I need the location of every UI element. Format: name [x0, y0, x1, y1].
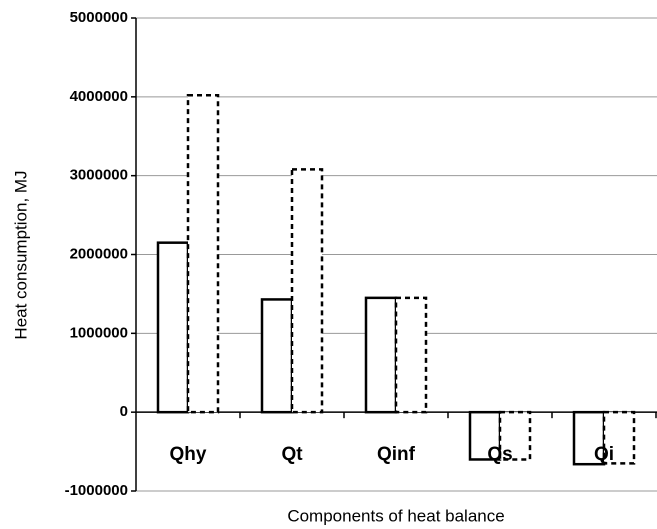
y-tick-label: 4000000: [70, 88, 128, 105]
bar: [364, 296, 398, 414]
bar: [260, 298, 294, 414]
x-tick-label: Qi: [594, 444, 614, 465]
bar: [468, 410, 502, 461]
y-tick-label: 5000000: [70, 9, 128, 26]
bar: [394, 296, 428, 414]
x-tick-label: Qhy: [170, 444, 207, 465]
bar: [186, 94, 220, 414]
y-tick-label: 0: [120, 403, 128, 420]
y-tick-label: 1000000: [70, 324, 128, 341]
bar: [498, 410, 532, 461]
x-axis-title: Components of heat balance: [287, 506, 504, 525]
y-tick-label: 2000000: [70, 245, 128, 262]
x-tick-label: Qinf: [377, 444, 416, 465]
bar: [602, 410, 636, 465]
y-tick-label: -1000000: [65, 482, 128, 499]
bar: [290, 168, 324, 414]
x-tick-label: Qt: [281, 444, 303, 465]
y-tick-label: 3000000: [70, 167, 128, 184]
y-axis-title: Heat consumption, MJ: [11, 170, 30, 339]
x-tick-label: Qs: [487, 444, 512, 465]
bar: [156, 241, 190, 414]
bar: [572, 410, 606, 466]
